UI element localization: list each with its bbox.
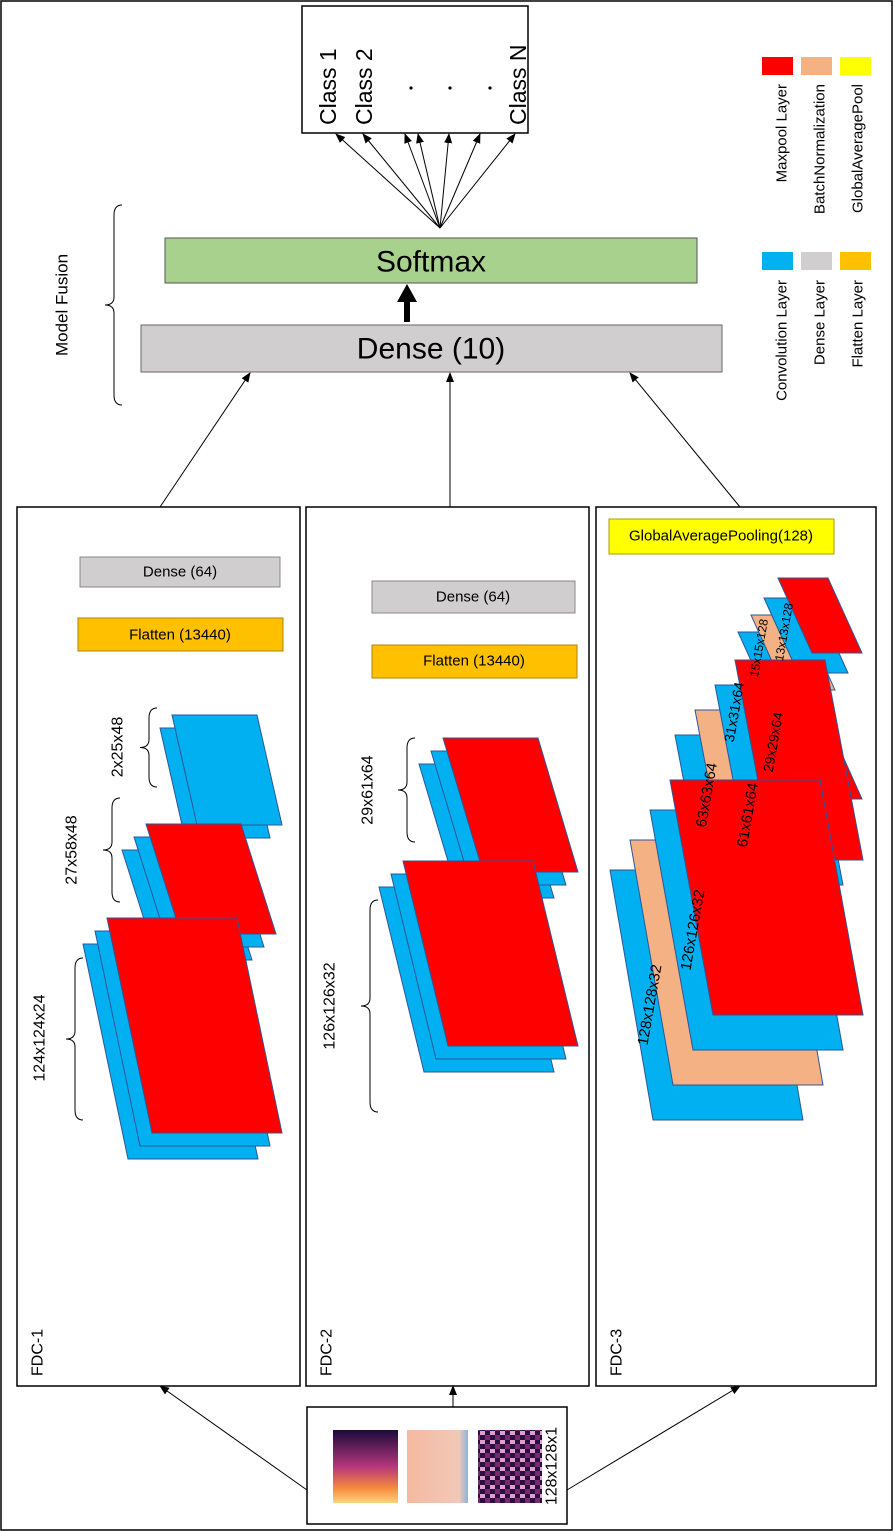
- dense-label: Dense (64): [143, 564, 217, 581]
- legend-swatch: [762, 57, 793, 75]
- legend-swatch: [840, 252, 871, 270]
- spectrogram-image: [333, 1430, 398, 1503]
- shape-label: 2x25x48: [110, 717, 127, 778]
- arrow: [440, 134, 515, 228]
- legend-swatch: [801, 57, 832, 75]
- dense-label: Dense (64): [436, 589, 510, 606]
- arrow: [440, 134, 449, 228]
- arrow: [440, 134, 480, 228]
- legend-label: Maxpool Layer: [774, 84, 791, 182]
- brace: [361, 900, 378, 1112]
- arrow: [567, 1386, 740, 1490]
- input-shape-label: 128x128x1: [544, 1427, 561, 1505]
- shape-label: 29x61x64: [360, 755, 377, 824]
- panel-name: FDC-3: [609, 1329, 626, 1376]
- legend-label: GlobalAveragePool: [850, 84, 867, 213]
- legend-swatch: [801, 252, 832, 270]
- brace: [103, 798, 120, 902]
- legend-swatch: [762, 252, 793, 270]
- dense-label: Dense (10): [357, 333, 505, 366]
- brace: [105, 205, 122, 405]
- legend-swatch: [840, 57, 871, 75]
- class-label: Class 2: [351, 48, 377, 125]
- ellipsis-dot: [409, 86, 412, 89]
- heatmap-image: [407, 1430, 468, 1503]
- arrow: [160, 373, 250, 507]
- arrow: [363, 134, 440, 228]
- class-label: Class N: [505, 44, 531, 125]
- panel-name: FDC-1: [30, 1329, 47, 1376]
- brace: [66, 958, 83, 1120]
- chroma-image: [478, 1430, 542, 1503]
- panel-name: FDC-2: [319, 1329, 336, 1376]
- legend-label: BatchNormalization: [812, 84, 829, 214]
- legend-label: Convolution Layer: [774, 280, 791, 401]
- shape-label: 27x58x48: [64, 815, 81, 884]
- brace: [398, 738, 415, 842]
- arrow: [336, 134, 440, 228]
- arrow: [160, 1386, 307, 1490]
- softmax-label: Softmax: [376, 246, 486, 279]
- shape-label: 126x126x32: [322, 962, 339, 1049]
- flatten-label: Flatten (13440): [423, 653, 525, 670]
- pooling-label: GlobalAveragePooling(128): [629, 528, 813, 545]
- shape-label: 124x124x24: [32, 994, 49, 1081]
- legend-label: Flatten Layer: [850, 280, 867, 368]
- legend-label: Dense Layer: [812, 280, 829, 365]
- class-label: Class 1: [315, 48, 341, 125]
- arrow: [630, 373, 740, 507]
- flatten-label: Flatten (13440): [129, 627, 231, 644]
- arrow: [405, 134, 440, 228]
- thick-arrow-head: [397, 284, 417, 302]
- architecture-diagram: Class 1 Class 2 Class N Softmax Dense (1…: [0, 0, 893, 1531]
- ellipsis-dot: [448, 86, 451, 89]
- ellipsis-dot: [488, 86, 491, 89]
- fusion-label: Model Fusion: [53, 254, 72, 356]
- brace: [140, 708, 157, 787]
